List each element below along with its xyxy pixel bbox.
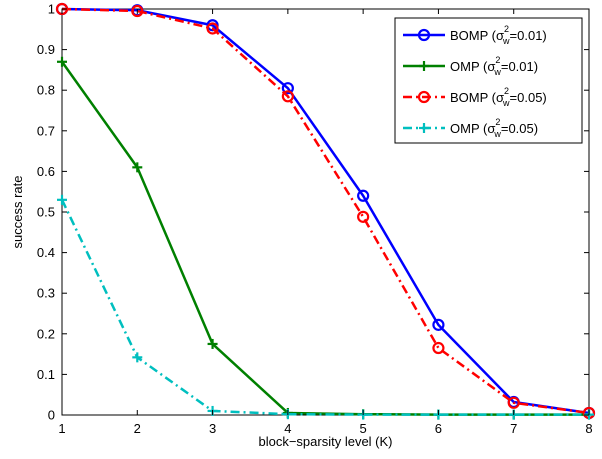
x-axis-ticks: 1 2 3 4 5 6 7 8 bbox=[58, 9, 593, 436]
data-point-circle bbox=[507, 396, 520, 409]
y-tick-label: 0.3 bbox=[37, 286, 55, 301]
legend: BOMP (σ2 w=0.01) OMP (σ2 w=0.01) BOMP (σ2 w=0… bbox=[394, 17, 583, 144]
x-tick-label: 5 bbox=[360, 421, 367, 436]
data-point-circle bbox=[206, 22, 219, 35]
data-point-plus bbox=[419, 123, 429, 133]
data-point-plus bbox=[132, 352, 143, 363]
x-axis-label: block−sparsity level (K) bbox=[258, 434, 392, 449]
y-tick-label: 0.6 bbox=[37, 164, 55, 179]
data-point-circle bbox=[432, 341, 445, 355]
data-point-plus bbox=[419, 61, 429, 71]
y-tick-label: 0.2 bbox=[37, 326, 55, 341]
x-tick-label: 7 bbox=[510, 421, 517, 436]
y-tick-label: 0.8 bbox=[37, 83, 55, 98]
legend-label: BOMP (σ2 w=0.05) bbox=[450, 86, 547, 108]
data-point-circle bbox=[417, 28, 431, 42]
x-tick-label: 6 bbox=[435, 421, 442, 436]
x-tick-label: 1 bbox=[58, 421, 65, 436]
legend-item: OMP (σ2 w=0.05) bbox=[403, 117, 538, 139]
legend-item: OMP (σ2 w=0.01) bbox=[403, 55, 538, 77]
y-tick-label: 0.7 bbox=[37, 123, 55, 138]
legend-label: OMP (σ2 w=0.05) bbox=[450, 117, 538, 139]
data-point-circle bbox=[357, 210, 370, 223]
data-point-circle bbox=[417, 90, 431, 104]
legend-label: BOMP (σ2 w=0.01) bbox=[450, 24, 547, 46]
y-axis-label: success rate bbox=[10, 176, 25, 249]
series-3 bbox=[55, 2, 596, 420]
series-line bbox=[61, 7, 590, 415]
series-layer bbox=[55, 2, 596, 420]
data-point-circle bbox=[281, 82, 294, 95]
x-tick-label: 4 bbox=[284, 421, 291, 436]
series-line bbox=[60, 199, 589, 416]
y-tick-label: 1 bbox=[48, 2, 55, 17]
y-tick-label: 0 bbox=[48, 408, 55, 423]
legend-item: BOMP (σ2 w=0.01) bbox=[403, 24, 547, 46]
data-point-plus bbox=[207, 338, 218, 349]
data-point-plus bbox=[57, 56, 67, 67]
y-tick-label: 0.9 bbox=[37, 42, 55, 57]
data-point-circle bbox=[131, 4, 144, 18]
y-tick-label: 0.5 bbox=[37, 205, 55, 220]
legend-item: BOMP (σ2 w=0.05) bbox=[403, 86, 547, 108]
data-point-plus bbox=[132, 162, 143, 173]
data-point-circle bbox=[432, 318, 445, 331]
x-tick-label: 8 bbox=[585, 421, 592, 436]
x-tick-label: 3 bbox=[209, 421, 216, 436]
y-tick-label: 0.4 bbox=[37, 245, 55, 260]
data-point-circle bbox=[281, 90, 294, 103]
series-line bbox=[61, 7, 590, 415]
data-point-plus bbox=[57, 194, 67, 205]
y-tick-label: 0.1 bbox=[37, 367, 55, 382]
x-tick-label: 2 bbox=[134, 421, 141, 436]
legend-label: OMP (σ2 w=0.01) bbox=[450, 55, 538, 77]
data-point-circle bbox=[357, 189, 370, 202]
y-axis-ticks: 0 0.1 0.2 0.3 0.4 0.5 0.6 0.7 0.8 0.9 1 bbox=[37, 2, 589, 423]
